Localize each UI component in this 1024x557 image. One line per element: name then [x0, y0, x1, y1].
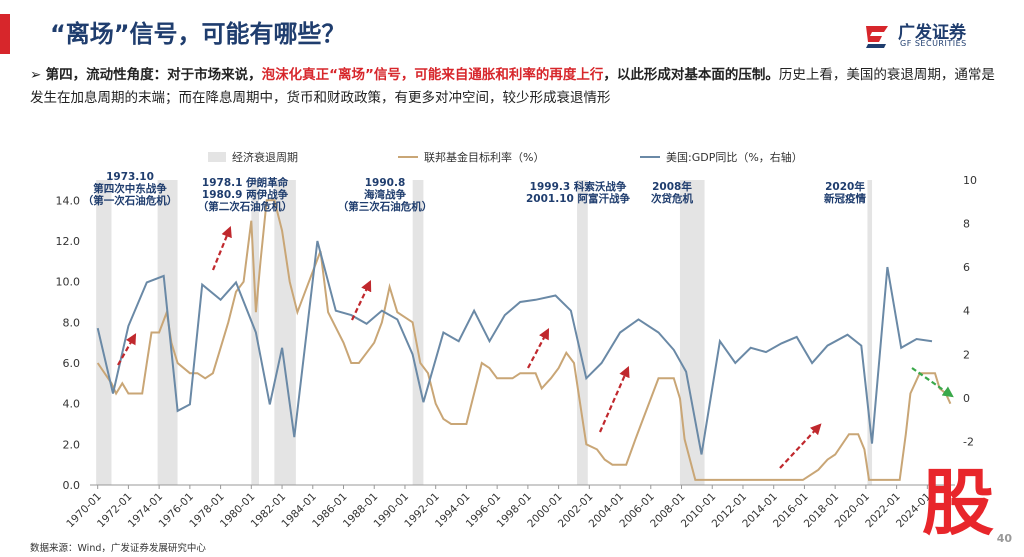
recession-band	[96, 180, 112, 485]
logo-mark	[866, 26, 888, 48]
watermark: 股	[922, 461, 994, 545]
trend-arrow	[527, 328, 550, 369]
y2-tick-label: 4	[963, 305, 970, 318]
trend-arrow	[779, 423, 822, 469]
legend-label: 美国:GDP同比（%，右轴）	[666, 150, 803, 164]
slide-title: “离场”信号，可能有哪些？	[50, 20, 346, 48]
y-tick-label: 8.0	[63, 316, 81, 329]
recession-band	[577, 180, 588, 485]
annotation: 新冠疫情	[824, 192, 866, 205]
annotation: 1973.10	[106, 171, 154, 183]
y-tick-label: 4.0	[63, 398, 81, 411]
text-run: 历史上看，美国的衰退周期，通常是发生在加息周期的末端；而在降息周期中，货币和财政…	[30, 67, 995, 106]
y2-tick-label: 10	[963, 174, 977, 187]
annotation: 2001.10 阿富汗战争	[526, 192, 630, 205]
y-tick-label: 14.0	[56, 194, 81, 207]
accent-bar	[0, 14, 10, 54]
y2-tick-label: 6	[963, 261, 970, 274]
annotation: 海湾战争	[364, 188, 406, 201]
trend-arrow	[598, 365, 630, 433]
legend-label: 联邦基金目标利率（%）	[424, 150, 544, 164]
bullet-text: ➢ 第四，流动性角度：对于市场来说，泡沫化真正“离场”信号，可能来自通胀和利率的…	[30, 67, 995, 106]
logo: 广发证券 GF SECURITIES	[862, 18, 992, 52]
trend-arrow	[211, 225, 232, 271]
annotation: 次贷危机	[651, 192, 693, 205]
page-number: 40	[997, 532, 1013, 545]
text-run: ，以此形成对基本面的压制。	[603, 67, 779, 83]
annotation: 2020年	[825, 180, 865, 193]
trend-arrow	[351, 280, 372, 321]
series-line	[96, 199, 952, 481]
recession-band	[157, 180, 178, 485]
y-tick-label: 12.0	[56, 235, 81, 248]
annotation: （第一次石油危机）	[83, 194, 178, 207]
annotation: 第四次中东战争	[93, 182, 167, 195]
annotation: （第二次石油危机）	[198, 200, 293, 213]
logo-text: 广发证券	[898, 23, 966, 43]
y2-tick-label: 8	[963, 218, 970, 231]
y2-tick-label: 0	[963, 392, 970, 405]
recession-band	[274, 180, 296, 485]
annotation: 1990.8	[365, 177, 406, 189]
trend-arrow	[911, 367, 954, 398]
y-tick-label: 2.0	[63, 438, 81, 451]
y2-tick-label: 2	[963, 348, 970, 361]
annotation: 2008年	[652, 180, 692, 193]
series-line	[96, 240, 933, 455]
source-note: 数据来源：Wind，广发证券发展研究中心	[30, 542, 206, 554]
y-tick-label: 0.0	[63, 479, 81, 492]
recession-band	[412, 180, 424, 485]
annotation: 1978.1 伊朗革命	[202, 176, 289, 189]
text-run: 第四，流动性角度：对于市场来说，	[45, 67, 262, 83]
annotation: 1980.9 两伊战争	[202, 188, 289, 201]
annotation: 1999.3 科索沃战争	[530, 180, 627, 193]
legend-swatch	[208, 152, 226, 162]
trend-arrow	[117, 333, 137, 366]
legend-label: 经济衰退周期	[232, 150, 298, 164]
logo-subtext: GF SECURITIES	[900, 39, 967, 48]
y2-tick-label: -2	[963, 435, 974, 448]
recession-band	[867, 180, 873, 485]
text-run: 泡沫化真正“离场”信号，可能来自通胀和利率的再度上行	[261, 67, 604, 83]
y-tick-label: 10.0	[56, 276, 81, 289]
annotation: （第三次石油危机）	[338, 200, 433, 213]
y-tick-label: 6.0	[63, 357, 81, 370]
